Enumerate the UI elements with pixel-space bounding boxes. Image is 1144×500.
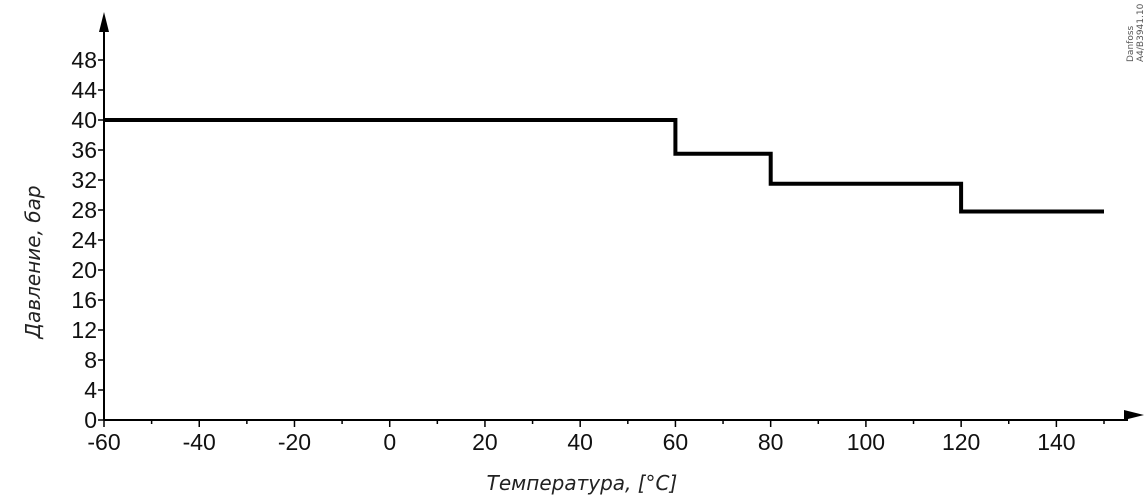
y-tick-label: 0 — [84, 407, 97, 433]
y-tick-label: 40 — [71, 107, 97, 133]
x-tick-label: 0 — [383, 429, 396, 455]
watermark-code: A4/B3941.10 — [1136, 3, 1144, 62]
x-tick-label: 140 — [1037, 429, 1075, 455]
x-ticks: -60 -40 -20 0 20 40 60 80 100 120 140 — [87, 420, 1105, 455]
x-tick-label: -40 — [183, 429, 216, 455]
y-tick-label: 48 — [71, 47, 97, 73]
y-tick-label: 24 — [71, 227, 97, 253]
axes — [99, 12, 1144, 421]
y-axis-arrow — [99, 12, 109, 32]
y-tick-label: 8 — [84, 347, 97, 373]
y-tick-label: 4 — [84, 377, 97, 403]
danfoss-watermark: Danfoss A4/B3941.10 — [1126, 3, 1144, 62]
y-tick-label: 16 — [71, 287, 97, 313]
x-tick-label: 100 — [847, 429, 885, 455]
pressure-step-line — [104, 118, 1104, 214]
watermark-brand: Danfoss — [1126, 25, 1136, 62]
x-tick-label: -60 — [87, 429, 120, 455]
y-axis-title: Давление, бар — [21, 185, 45, 339]
y-tick-label: 44 — [71, 77, 97, 103]
x-tick-label: -20 — [278, 429, 311, 455]
y-tick-label: 12 — [71, 317, 97, 343]
x-tick-label: 20 — [472, 429, 498, 455]
y-tick-label: 28 — [71, 197, 97, 223]
x-tick-label: 40 — [567, 429, 593, 455]
x-axis-arrow — [1124, 410, 1144, 420]
x-tick-label: 80 — [758, 429, 784, 455]
x-tick-label: 60 — [663, 429, 689, 455]
series-group — [104, 118, 1104, 214]
x-axis-title: Температура, [°C] — [487, 471, 678, 495]
y-tick-label: 20 — [71, 257, 97, 283]
y-tick-label: 32 — [71, 167, 97, 193]
x-tick-label: 120 — [942, 429, 980, 455]
y-tick-label: 36 — [71, 137, 97, 163]
